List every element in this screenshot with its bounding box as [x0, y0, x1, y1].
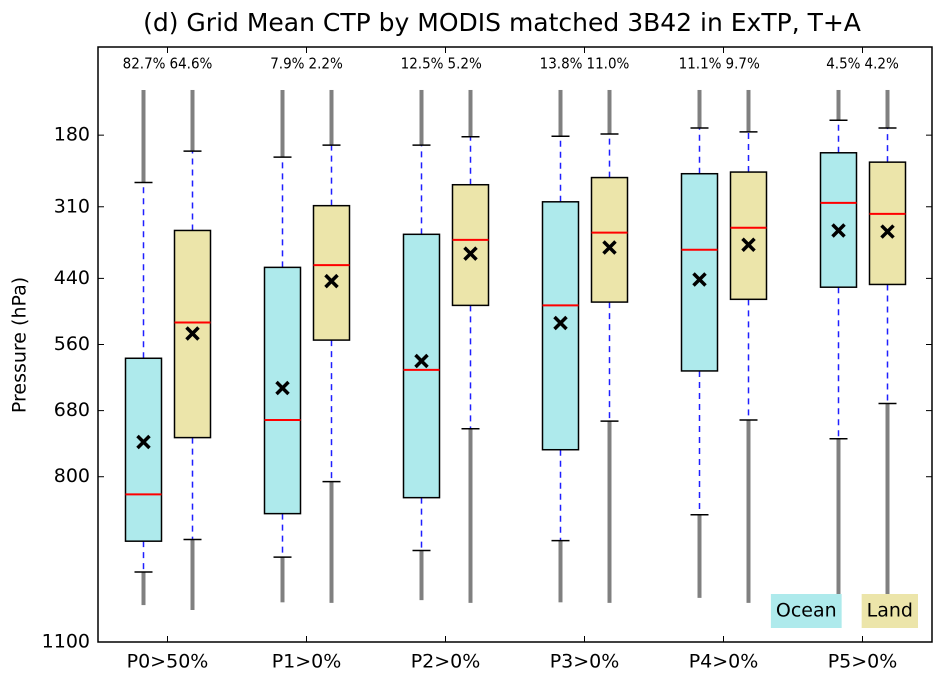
mean-marker	[414, 353, 429, 369]
mean-marker	[692, 272, 707, 287]
x-tick-label: P5>0%	[828, 651, 898, 673]
mean-marker-stroke	[602, 240, 617, 255]
legend-swatch	[770, 594, 842, 628]
y-tick-label: 180	[54, 124, 90, 146]
value-label: 9.7%	[726, 55, 760, 73]
value-label: 64.6%	[170, 55, 213, 73]
box	[590, 176, 629, 303]
x-tick-label: P4>0%	[689, 651, 759, 673]
value-label: 11.0%	[587, 55, 630, 73]
box	[263, 266, 302, 515]
mean-marker	[602, 240, 617, 255]
value-label: 5.2%	[448, 55, 482, 73]
value-label: 11.1%	[679, 55, 722, 73]
mean-marker-stroke	[553, 315, 568, 331]
y-tick-label: 440	[54, 267, 90, 289]
value-label: 7.9%	[270, 55, 304, 73]
mean-marker-stroke	[831, 223, 846, 238]
value-label: 4.2%	[865, 55, 899, 73]
mean-marker	[275, 380, 290, 396]
mean-marker	[880, 224, 895, 239]
mean-marker-stroke	[414, 353, 429, 369]
y-tick-label: 800	[54, 465, 90, 487]
mean-marker-stroke	[692, 272, 707, 287]
y-tick-label: 1100	[42, 631, 90, 653]
value-label: 13.8%	[540, 55, 583, 73]
mean-marker	[185, 326, 200, 341]
value-label: 2.2%	[309, 55, 343, 73]
y-tick-label: 560	[54, 333, 90, 355]
box	[868, 161, 907, 286]
value-label: 82.7%	[123, 55, 166, 73]
x-tick-label: P1>0%	[272, 651, 342, 673]
chart-title: (d) Grid Mean CTP by MODIS matched 3B42 …	[143, 8, 861, 37]
box	[819, 152, 858, 288]
y-tick-label: 680	[54, 399, 90, 421]
legend-label: Ocean	[776, 600, 837, 622]
value-label: 4.5%	[826, 55, 860, 73]
box	[680, 172, 719, 372]
box	[312, 204, 351, 341]
mean-marker	[831, 223, 846, 238]
mean-marker-stroke	[136, 434, 151, 450]
mean-marker	[463, 246, 478, 261]
box	[124, 357, 163, 542]
x-tick-label: P0>50%	[127, 651, 209, 673]
x-tick-label: P3>0%	[550, 651, 620, 673]
mean-marker-stroke	[463, 246, 478, 261]
legend-swatch	[861, 594, 918, 628]
legend-label: Land	[867, 600, 913, 622]
box	[729, 171, 768, 301]
box	[541, 201, 580, 451]
mean-marker	[324, 273, 339, 289]
y-tick-label: 310	[54, 195, 90, 217]
mean-marker-stroke	[324, 273, 339, 289]
mean-marker	[553, 315, 568, 331]
mean-marker	[741, 237, 756, 253]
mean-marker	[136, 434, 151, 450]
box	[402, 233, 441, 499]
mean-marker-stroke	[275, 380, 290, 396]
mean-marker-stroke	[185, 326, 200, 341]
value-label: 12.5%	[401, 55, 444, 73]
plot-frame	[97, 46, 933, 643]
y-axis-label: Pressure (hPa)	[9, 277, 31, 413]
x-tick-label: P2>0%	[411, 651, 481, 673]
mean-marker-stroke	[880, 224, 895, 239]
box	[451, 183, 490, 307]
mean-marker-stroke	[741, 237, 756, 253]
